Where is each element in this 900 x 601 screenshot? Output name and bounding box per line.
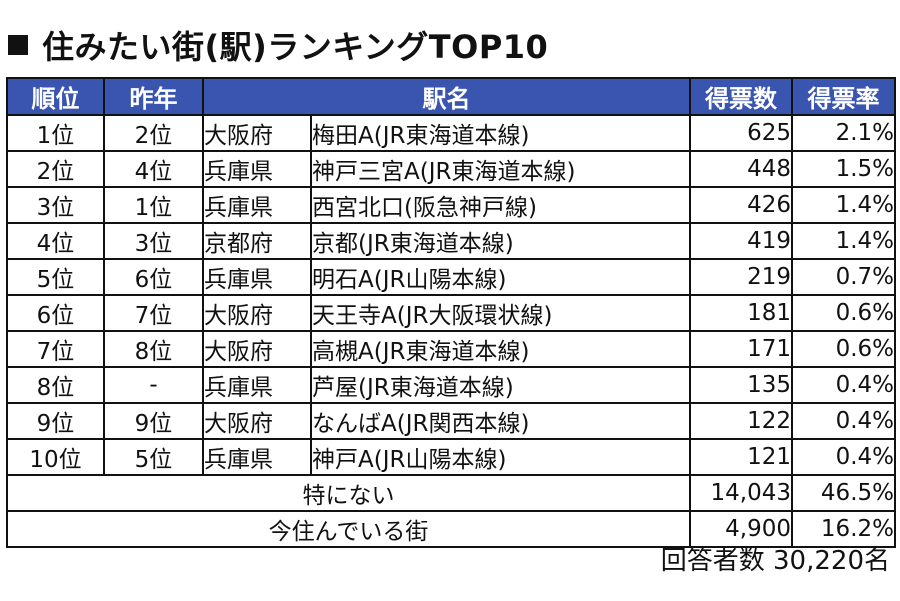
rank-cell: 2位 [6, 150, 105, 188]
summary-label-cell: 特にない [6, 474, 691, 512]
rank-cell: 10位 [6, 438, 105, 476]
votes-cell: 171 [689, 330, 793, 368]
rank-cell: 8位 [6, 366, 105, 404]
rate-cell: 0.4% [791, 366, 896, 404]
rate-cell: 0.4% [791, 402, 896, 440]
black-square-icon [8, 35, 28, 55]
table-row: 10位 5位 兵庫県 神戸A(JR山陽本線) 121 0.4% [6, 438, 896, 476]
rate-cell: 0.6% [791, 294, 896, 332]
header-rate: 得票率 [791, 77, 896, 116]
rate-cell: 0.7% [791, 258, 896, 296]
prefecture-cell: 大阪府 [202, 114, 312, 152]
rate-cell: 16.2% [791, 510, 896, 548]
votes-cell: 135 [689, 366, 793, 404]
prev-rank-cell: 8位 [103, 330, 204, 368]
rank-cell: 7位 [6, 330, 105, 368]
station-cell: 芦屋(JR東海道本線) [310, 366, 691, 404]
page-title-text: 住みたい街(駅)ランキングTOP10 [42, 28, 549, 66]
ranking-table: 順位 昨年 駅名 得票数 得票率 1位 2位 大阪府 梅田A(JR東海道本線) 625 2… [6, 77, 896, 548]
table-row: 7位 8位 大阪府 高槻A(JR東海道本線) 171 0.6% [6, 330, 896, 368]
summary-row: 今住んでいる街 4,900 16.2% [6, 510, 896, 548]
prev-rank-cell: 4位 [103, 150, 204, 188]
votes-cell: 4,900 [689, 510, 793, 548]
station-cell: 天王寺A(JR大阪環状線) [310, 294, 691, 332]
table-row: 6位 7位 大阪府 天王寺A(JR大阪環状線) 181 0.6% [6, 294, 896, 332]
table-header-row: 順位 昨年 駅名 得票数 得票率 [6, 77, 896, 116]
prefecture-cell: 京都府 [202, 222, 312, 260]
rank-cell: 4位 [6, 222, 105, 260]
votes-cell: 14,043 [689, 474, 793, 512]
summary-row: 特にない 14,043 46.5% [6, 474, 896, 512]
rank-cell: 3位 [6, 186, 105, 224]
rank-cell: 6位 [6, 294, 105, 332]
prefecture-cell: 兵庫県 [202, 438, 312, 476]
votes-cell: 426 [689, 186, 793, 224]
prev-rank-cell: 7位 [103, 294, 204, 332]
prefecture-cell: 大阪府 [202, 402, 312, 440]
prev-rank-cell: 1位 [103, 186, 204, 224]
table-row: 8位 - 兵庫県 芦屋(JR東海道本線) 135 0.4% [6, 366, 896, 404]
rank-cell: 5位 [6, 258, 105, 296]
station-cell: 明石A(JR山陽本線) [310, 258, 691, 296]
header-station: 駅名 [202, 77, 691, 116]
respondent-count: 回答者数 30,220名 [660, 546, 890, 576]
prefecture-cell: 兵庫県 [202, 258, 312, 296]
table-row: 3位 1位 兵庫県 西宮北口(阪急神戸線) 426 1.4% [6, 186, 896, 224]
rate-cell: 0.6% [791, 330, 896, 368]
table-row: 2位 4位 兵庫県 神戸三宮A(JR東海道本線) 448 1.5% [6, 150, 896, 188]
summary-label-cell: 今住んでいる街 [6, 510, 691, 548]
table-row: 5位 6位 兵庫県 明石A(JR山陽本線) 219 0.7% [6, 258, 896, 296]
header-prev: 昨年 [103, 77, 204, 116]
votes-cell: 448 [689, 150, 793, 188]
prev-rank-cell: 2位 [103, 114, 204, 152]
prefecture-cell: 兵庫県 [202, 186, 312, 224]
votes-cell: 121 [689, 438, 793, 476]
rate-cell: 0.4% [791, 438, 896, 476]
rate-cell: 46.5% [791, 474, 896, 512]
rate-cell: 1.5% [791, 150, 896, 188]
table-row: 9位 9位 大阪府 なんばA(JR関西本線) 122 0.4% [6, 402, 896, 440]
station-cell: 梅田A(JR東海道本線) [310, 114, 691, 152]
station-cell: 高槻A(JR東海道本線) [310, 330, 691, 368]
station-cell: 神戸A(JR山陽本線) [310, 438, 691, 476]
votes-cell: 122 [689, 402, 793, 440]
votes-cell: 219 [689, 258, 793, 296]
prefecture-cell: 兵庫県 [202, 366, 312, 404]
prev-rank-cell: - [103, 366, 204, 404]
prefecture-cell: 大阪府 [202, 294, 312, 332]
rank-cell: 1位 [6, 114, 105, 152]
prefecture-cell: 兵庫県 [202, 150, 312, 188]
rank-cell: 9位 [6, 402, 105, 440]
rate-cell: 2.1% [791, 114, 896, 152]
prev-rank-cell: 6位 [103, 258, 204, 296]
rate-cell: 1.4% [791, 222, 896, 260]
votes-cell: 625 [689, 114, 793, 152]
table-row: 1位 2位 大阪府 梅田A(JR東海道本線) 625 2.1% [6, 114, 896, 152]
header-votes: 得票数 [689, 77, 793, 116]
page-title: 住みたい街(駅)ランキングTOP10 [8, 20, 548, 70]
prev-rank-cell: 3位 [103, 222, 204, 260]
station-cell: 京都(JR東海道本線) [310, 222, 691, 260]
rate-cell: 1.4% [791, 186, 896, 224]
station-cell: 西宮北口(阪急神戸線) [310, 186, 691, 224]
prev-rank-cell: 5位 [103, 438, 204, 476]
votes-cell: 419 [689, 222, 793, 260]
station-cell: なんばA(JR関西本線) [310, 402, 691, 440]
header-rank: 順位 [6, 77, 105, 116]
prev-rank-cell: 9位 [103, 402, 204, 440]
prefecture-cell: 大阪府 [202, 330, 312, 368]
votes-cell: 181 [689, 294, 793, 332]
table-row: 4位 3位 京都府 京都(JR東海道本線) 419 1.4% [6, 222, 896, 260]
station-cell: 神戸三宮A(JR東海道本線) [310, 150, 691, 188]
